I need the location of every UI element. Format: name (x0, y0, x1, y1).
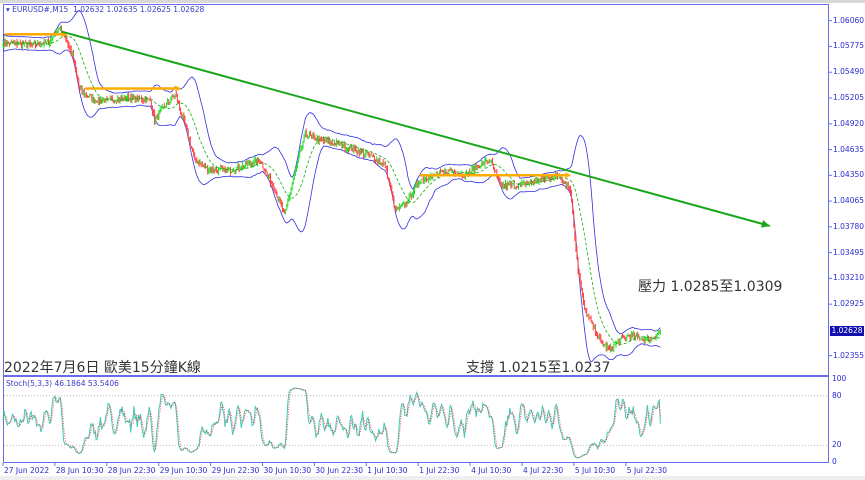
price-tick-label: 1.02925 (833, 299, 865, 309)
price-tick-label: 1.04635 (833, 144, 865, 154)
collapse-triangle-icon[interactable]: ▾ (6, 5, 10, 14)
time-tick-label: 29 Jun 10:30 (159, 466, 208, 475)
stoch-main-line (2, 387, 661, 459)
symbol-label: EURUSD#,M15 (12, 5, 69, 14)
chart-title-annotation: 2022年7月6日 歐美15分鐘K線 (4, 360, 201, 376)
support-annotation: 支撐 1.0215至1.0237 (466, 360, 611, 376)
bollinger-middle-band (2, 35, 661, 345)
time-tick-label: 30 Jun 22:30 (315, 466, 364, 475)
time-tick-label: 30 Jun 10:30 (263, 466, 312, 475)
time-tick-label: 27 Jun 2022 (4, 466, 50, 475)
price-tick-label: 1.03210 (833, 273, 865, 283)
chart-header: ▾ EURUSD#,M15 1.02632 1.02635 1.02625 1.… (6, 5, 204, 14)
price-tick-label: 1.03780 (833, 221, 865, 231)
trendline-arrow-icon (760, 219, 770, 228)
price-tick-label: 1.05490 (833, 67, 865, 77)
stoch-tick-label: 80 (832, 390, 842, 400)
price-tick-label: 1.06060 (833, 15, 865, 25)
time-tick-label: 4 Jul 22:30 (523, 466, 564, 475)
stoch-tick-label: 20 (832, 440, 842, 450)
bollinger-lower-band (2, 48, 661, 363)
price-tick-label: 1.05205 (833, 93, 865, 102)
price-tick-label: 1.04350 (833, 170, 865, 180)
time-tick-label: 5 Jul 10:30 (574, 466, 616, 475)
time-tick-label: 5 Jul 22:30 (626, 466, 667, 475)
price-tick-label: 1.05775 (833, 41, 865, 51)
bollinger-upper-band (2, 10, 661, 335)
ohlc-readout: 1.02632 1.02635 1.02625 1.02628 (73, 5, 205, 14)
stoch-tick-label: 0 (832, 457, 837, 466)
price-tick-label: 1.02355 (833, 350, 865, 360)
level-arrow-icon (565, 172, 572, 179)
top-bar (0, 0, 865, 3)
stoch-tick-label: 100 (832, 374, 847, 383)
downtrend-line (61, 30, 771, 227)
bottom-bar (0, 476, 865, 480)
time-tick-label: 28 Jun 10:30 (55, 466, 104, 475)
price-tick-label: 1.04065 (833, 196, 865, 206)
time-tick-label: 28 Jun 22:30 (107, 466, 156, 475)
price-tick-label: 1.04920 (833, 118, 865, 128)
time-tick-label: 1 Jul 22:30 (419, 466, 460, 475)
time-tick-label: 1 Jul 10:30 (367, 466, 408, 475)
time-tick-label: 29 Jun 22:30 (211, 466, 260, 475)
price-tick-label: 1.03495 (833, 247, 865, 257)
time-tick-label: 4 Jul 10:30 (471, 466, 512, 475)
level-arrow-icon (175, 85, 182, 92)
stoch-header: Stoch(5,3,3) 46.1864 53.5406 (6, 379, 119, 388)
current-price-label: 1.02628 (830, 326, 864, 336)
resistance-annotation: 壓力 1.0285至1.0309 (638, 279, 783, 295)
stoch-signal-line (2, 387, 661, 458)
